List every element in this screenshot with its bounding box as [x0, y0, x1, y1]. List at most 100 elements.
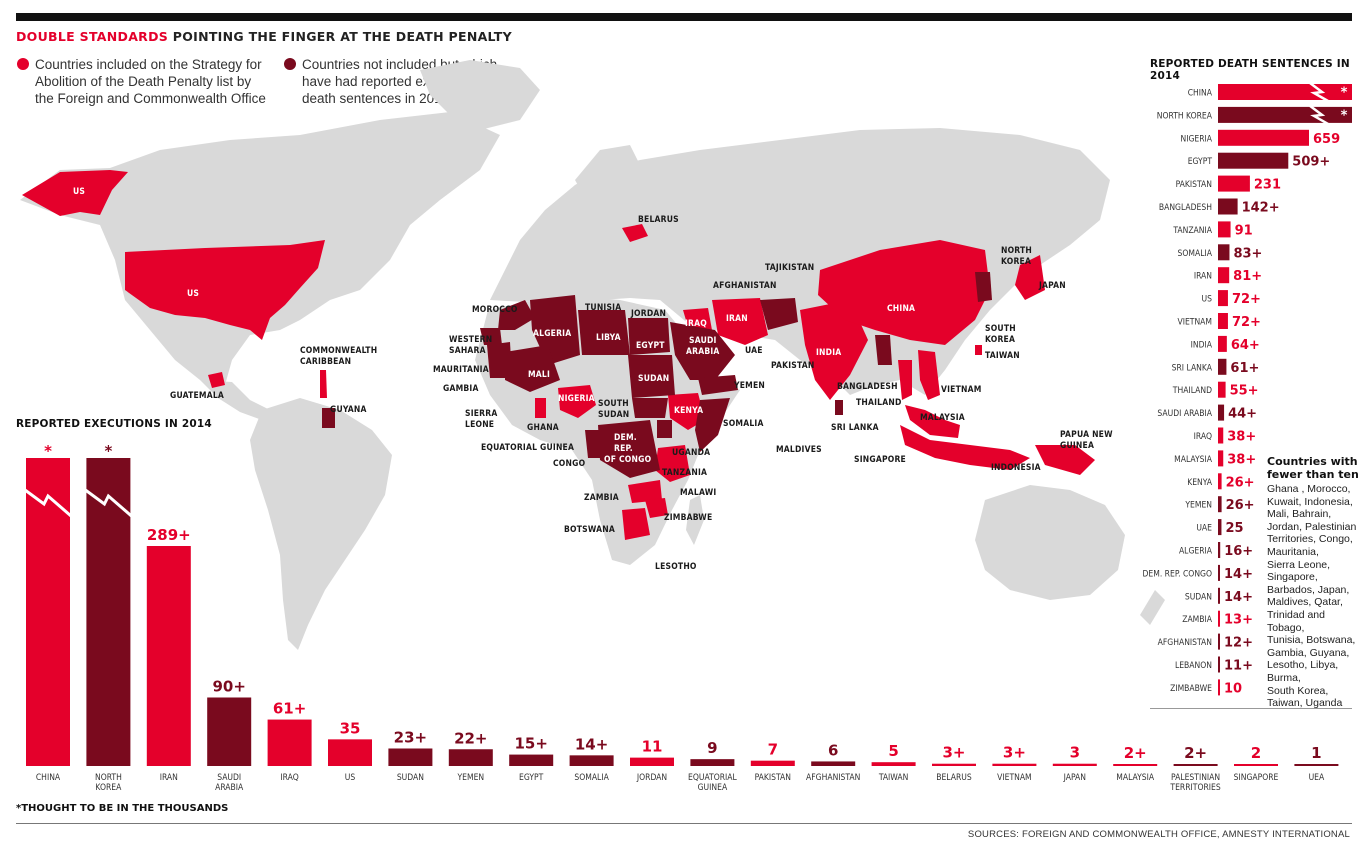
- fewer-than-ten-line: Jordan, Palestinian: [1267, 520, 1357, 533]
- sentence-value-label: 55+: [1230, 384, 1259, 399]
- sentence-value-label: 231: [1254, 178, 1281, 193]
- country-drc: [598, 420, 660, 478]
- exec-bar: [750, 760, 795, 766]
- label-ghana: GHANA: [527, 423, 559, 433]
- sentence-category-label: CHINA: [1188, 89, 1213, 99]
- country-thailand: [898, 360, 912, 400]
- label-sri-lanka: SRI LANKA: [831, 423, 879, 433]
- fewer-than-ten-list: Countries with fewer than ten Ghana , Mo…: [1267, 455, 1363, 710]
- fewer-than-ten-line: Mali, Bahrain,: [1267, 508, 1332, 521]
- exec-bar: [388, 748, 433, 766]
- sentence-category-label: IRAQ: [1194, 432, 1212, 442]
- sentence-category-label: IRAN: [1194, 272, 1212, 282]
- label-png-2: GUINEA: [1060, 441, 1094, 451]
- label-china: CHINA: [887, 304, 915, 314]
- label-north-korea-1: NORTH: [1001, 246, 1032, 256]
- label-us: US: [187, 289, 199, 299]
- label-yemen: YEMEN: [733, 381, 765, 391]
- label-kenya: KENYA: [674, 406, 703, 416]
- sentence-bar: [1218, 610, 1220, 627]
- fewer-than-ten-heading-2: fewer than ten: [1267, 468, 1359, 481]
- exec-bar: [448, 749, 493, 766]
- label-indonesia: INDONESIA: [991, 463, 1041, 473]
- sentence-bar: [1218, 427, 1224, 444]
- fewer-than-ten-line: Barbados, Japan,: [1267, 583, 1350, 596]
- country-yemen: [698, 375, 738, 395]
- label-india: INDIA: [816, 348, 841, 358]
- label-drc-1: DEM.: [614, 433, 637, 443]
- sentence-category-label: EGYPT: [1188, 157, 1213, 167]
- sentence-value-label: 64+: [1231, 338, 1260, 353]
- sentence-value-label: 25: [1225, 521, 1243, 536]
- label-bangladesh: BANGLADESH: [837, 382, 898, 392]
- exec-value-label: 3: [1070, 744, 1080, 762]
- label-uae: UAE: [745, 346, 763, 356]
- fewer-than-ten-line: Mauritania,: [1267, 545, 1319, 558]
- exec-value-label: 2+: [1124, 744, 1147, 762]
- sentence-category-label: YEMEN: [1184, 501, 1212, 511]
- sentence-category-label: MALAYSIA: [1174, 455, 1213, 465]
- fewer-than-ten-line: Tunisia, Botswana,: [1267, 634, 1356, 647]
- exec-category-label: US: [345, 773, 356, 783]
- exec-bar: [811, 761, 856, 766]
- title-red: DOUBLE STANDARDS: [16, 29, 169, 44]
- label-botswana: BOTSWANA: [564, 525, 615, 535]
- page-title: DOUBLE STANDARDS POINTING THE FINGER AT …: [16, 29, 512, 44]
- exec-value-label: 2+: [1184, 744, 1207, 762]
- footer-rule: [16, 823, 1352, 824]
- sentence-value-label: 61+: [1230, 361, 1259, 376]
- sentence-bar: [1218, 313, 1228, 329]
- sentence-value-label: 11+: [1224, 659, 1253, 674]
- sentence-bar: [1218, 519, 1222, 536]
- sentence-bar: [1218, 587, 1220, 604]
- exec-value-label: 14+: [575, 735, 608, 753]
- not-included-countries: [322, 272, 992, 478]
- label-tanzania: TANZANIA: [662, 468, 707, 478]
- sentence-value-label: 659: [1313, 132, 1340, 147]
- label-drc-3: OF CONGO: [604, 455, 652, 465]
- land-australia: [975, 485, 1125, 600]
- fewer-than-ten-lines: Ghana , Morocco, Kuwait, Indonesia, Mali, …: [1267, 483, 1363, 710]
- fewer-than-ten-line: Singapore,: [1267, 571, 1318, 584]
- country-afghanistan: [760, 298, 798, 330]
- sentence-category-label: DEM. REP. CONGO: [1143, 569, 1213, 579]
- sentence-value-label: 26+: [1226, 498, 1255, 513]
- exec-value-label: 3+: [1003, 744, 1026, 762]
- exec-category-label: EQUATORIAL: [688, 773, 738, 783]
- country-north-korea: [975, 272, 992, 302]
- fewer-than-ten-line: Burma,: [1267, 671, 1301, 684]
- sentence-category-label: US: [1202, 295, 1213, 305]
- label-taiwan: TAIWAN: [985, 351, 1020, 361]
- exec-category-label: NORTH: [95, 773, 122, 783]
- exec-category-label: JAPAN: [1063, 773, 1086, 783]
- label-malawi: MALAWI: [680, 488, 716, 498]
- exec-category-label: MALAYSIA: [1116, 773, 1155, 783]
- sentence-value-label: 10: [1224, 681, 1242, 696]
- sentence-bar: [1218, 404, 1225, 421]
- country-tanzania: [655, 445, 690, 482]
- label-afghanistan: AFGHANISTAN: [713, 281, 777, 291]
- sentence-bar: [1218, 106, 1352, 123]
- exec-category-label: ARABIA: [215, 783, 244, 793]
- label-uganda: UGANDA: [672, 448, 710, 458]
- sentence-value-label: 12+: [1224, 636, 1253, 651]
- country-guatemala: [208, 372, 225, 388]
- sources: SOURCES: FOREIGN AND COMMONWEALTH OFFICE…: [967, 829, 1350, 840]
- fewer-than-ten-line: Sierra Leone,: [1267, 558, 1331, 571]
- country-sri-lanka: [835, 400, 843, 415]
- exec-category-label: BELARUS: [936, 773, 972, 783]
- label-guyana: GUYANA: [330, 405, 367, 415]
- label-algeria: ALGERIA: [533, 329, 571, 339]
- country-libya: [578, 310, 630, 355]
- sentences-title: REPORTED DEATH SENTENCES IN 2014: [1150, 58, 1350, 82]
- label-south-sudan-2: SUDAN: [598, 410, 629, 420]
- exec-category-label: IRAQ: [280, 773, 298, 783]
- country-iran: [712, 298, 768, 345]
- land-scandinavia: [575, 145, 640, 200]
- sentence-bar: [1218, 381, 1226, 398]
- legend-included-dot: [17, 58, 29, 70]
- label-vietnam: VIETNAM: [941, 385, 982, 395]
- country-zambia: [628, 480, 662, 503]
- exec-value-label: 9: [707, 739, 717, 757]
- fewer-than-ten-heading-1: Countries with: [1267, 455, 1358, 468]
